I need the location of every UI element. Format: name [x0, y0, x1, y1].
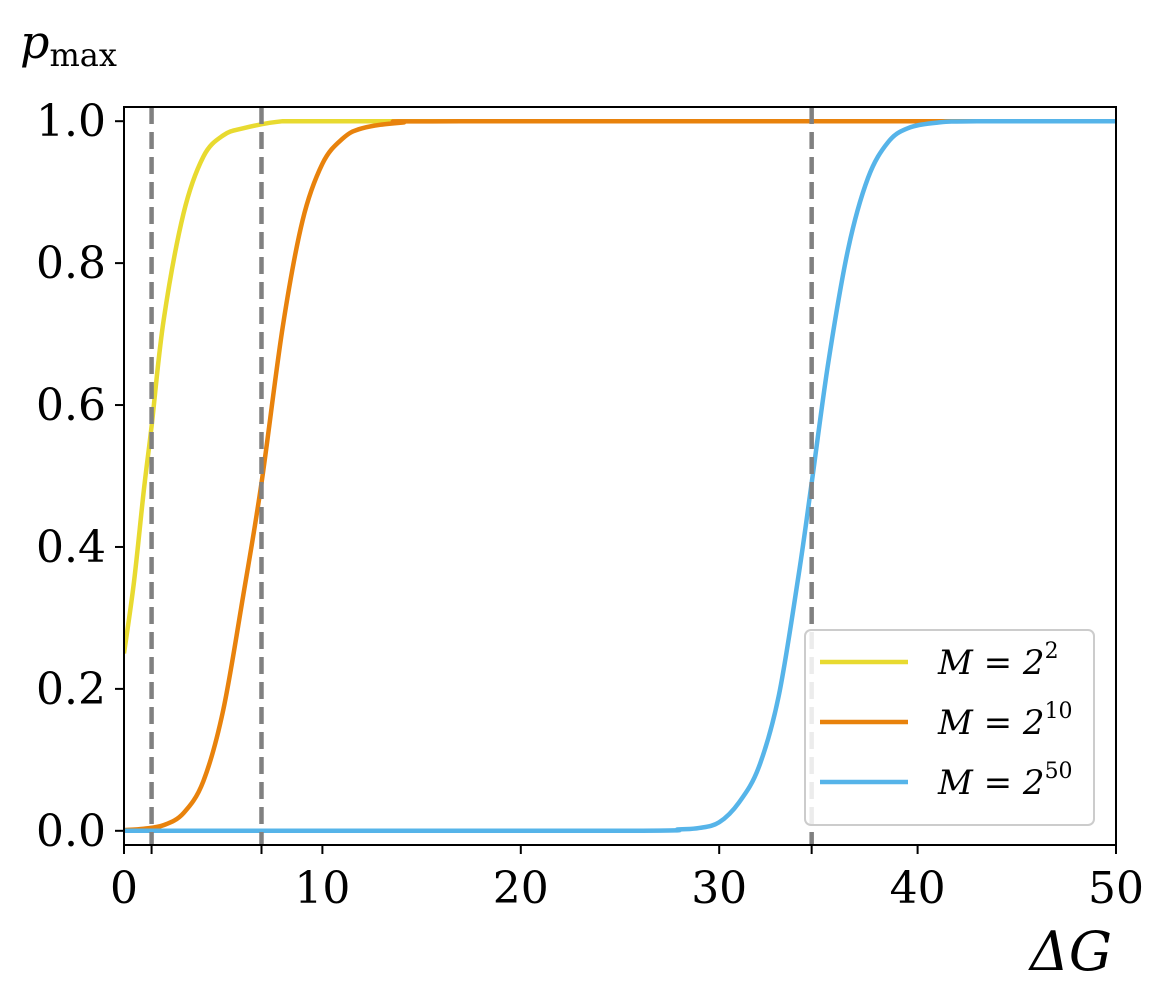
x-tick-label: 0 [110, 863, 138, 914]
legend-label: M = 250 [937, 759, 1073, 803]
legend-label-base: M = 2 [937, 763, 1045, 803]
y-axis-label-subscript: max [49, 36, 116, 74]
x-tick-label: 50 [1088, 863, 1144, 914]
y-tick-label: 0.2 [36, 664, 106, 715]
x-tick-label: 40 [890, 863, 946, 914]
y-tick-label: 0.8 [36, 238, 106, 289]
series-line-2 [124, 118, 1116, 833]
x-axis-label: ΔG [1028, 920, 1112, 983]
y-tick-label: 1.0 [36, 96, 106, 147]
legend-label: M = 22 [937, 639, 1059, 683]
legend-label-exponent: 50 [1045, 759, 1073, 784]
y-tick-label: 0.0 [36, 806, 106, 857]
legend-label: M = 210 [937, 699, 1073, 743]
x-tick-label: 20 [493, 863, 549, 914]
legend-label-exponent: 10 [1045, 699, 1073, 724]
y-tick-label: 0.4 [36, 522, 106, 573]
legend-box [804, 629, 1095, 826]
y-tick-label: 0.6 [36, 380, 106, 431]
y-axis-label-base: p [20, 15, 49, 69]
legend-label-base: M = 2 [937, 643, 1045, 683]
x-tick-label: 30 [691, 863, 747, 914]
x-tick-label: 10 [294, 863, 350, 914]
axis-ticks: 0 10 20 30 40 50 0.0 0.2 0.4 0.6 0.8 1.0 [36, 96, 1144, 914]
y-axis-label: pmax [20, 15, 117, 74]
series-line-3 [124, 118, 1116, 834]
legend-label-exponent: 2 [1045, 639, 1059, 664]
plot-frame [123, 106, 1117, 846]
legend-label-base: M = 2 [937, 703, 1045, 743]
